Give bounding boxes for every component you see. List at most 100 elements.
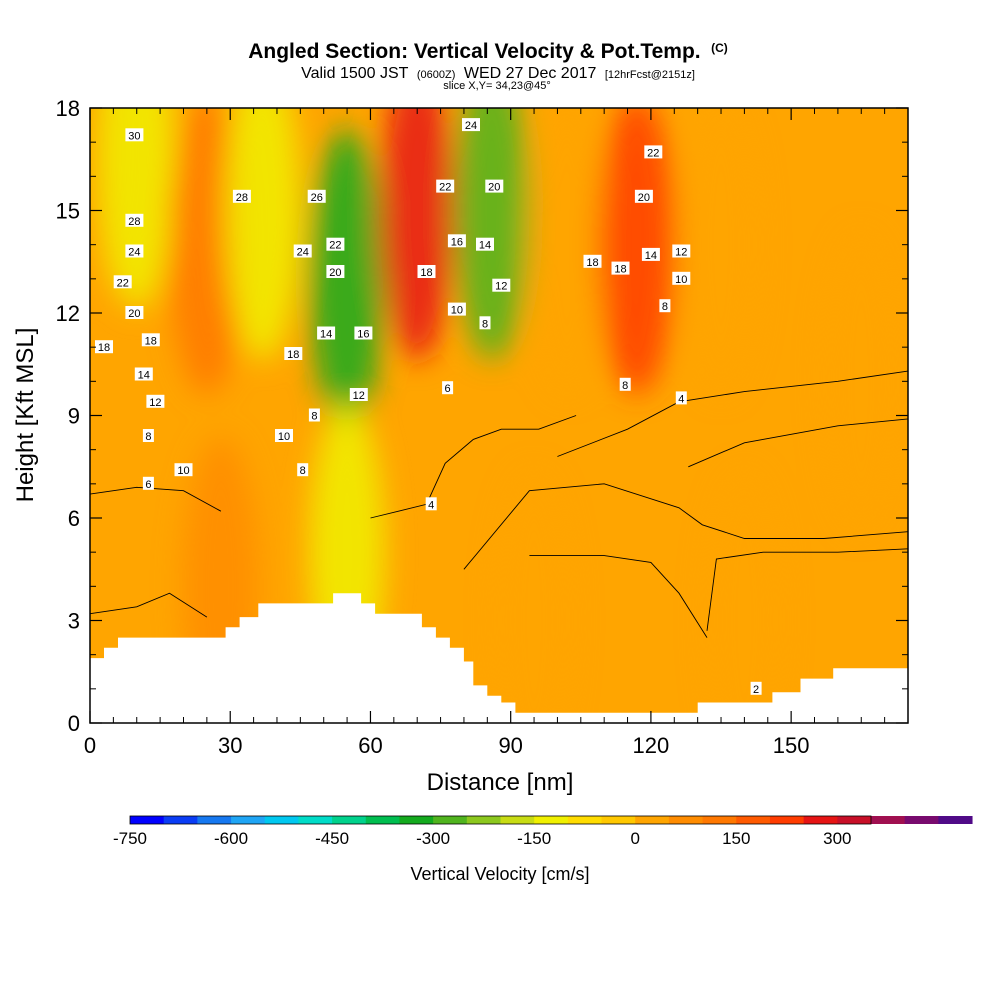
velocity-cell-13 — [496, 470, 573, 723]
svg-text:8: 8 — [311, 411, 317, 423]
svg-text:14: 14 — [479, 240, 491, 252]
theta-contour-line-1 — [90, 592, 208, 618]
colorbar-swatch-16 — [668, 816, 704, 824]
colorbar-swatch-21 — [837, 816, 872, 824]
colorbar-swatch-22 — [871, 816, 906, 824]
svg-text:22: 22 — [329, 240, 341, 252]
colorbar — [129, 815, 973, 825]
x-tick-label-4: 120 — [633, 733, 670, 758]
velocity-cell-6 — [454, 108, 530, 361]
colorbar-swatch-15 — [635, 816, 670, 824]
theta-contour-label-12: 10 — [174, 463, 193, 477]
y-tick-label-0: 0 — [68, 711, 80, 736]
x-tick-label-2: 60 — [358, 733, 382, 758]
chart-subtitle: Valid 1500 JST (0600Z) WED 27 Dec 2017 [… — [301, 65, 695, 82]
colorbar-tick-7: 300 — [823, 829, 851, 848]
colorbar-swatch-14 — [601, 816, 636, 824]
colorbar-swatch-12 — [534, 816, 569, 824]
theta-contour-label-9: 14 — [134, 367, 153, 382]
theta-contour-label-38: 18 — [611, 261, 630, 276]
svg-text:4: 4 — [678, 393, 684, 405]
colorbar-swatch-3 — [231, 816, 266, 824]
theta-contour-label-41: 10 — [672, 271, 691, 286]
colorbar-swatch-24 — [938, 816, 973, 824]
y-tick-label-2: 6 — [68, 506, 80, 531]
x-tick-label-5: 150 — [773, 733, 810, 758]
theta-contour-label-22: 10 — [275, 429, 293, 443]
slice-label: slice X,Y= 34,23@45° — [443, 80, 551, 92]
svg-text:6: 6 — [145, 479, 151, 491]
colorbar-tick-2: -450 — [315, 829, 349, 848]
svg-text:16: 16 — [357, 329, 369, 341]
theta-contour-label-25: 22 — [436, 179, 455, 194]
velocity-cell-10 — [823, 231, 900, 532]
svg-text:20: 20 — [638, 192, 650, 204]
colorbar-swatch-1 — [163, 816, 198, 824]
theta-contour-label-7: 18 — [95, 340, 113, 354]
svg-text:12: 12 — [495, 281, 507, 293]
svg-text:10: 10 — [177, 465, 189, 477]
svg-text:14: 14 — [645, 250, 657, 262]
colorbar-swatch-18 — [736, 816, 771, 824]
theta-contour-label-33: 6 — [442, 381, 454, 395]
svg-text:18: 18 — [287, 349, 299, 361]
theta-contour-label-13: 6 — [142, 476, 154, 491]
x-axis: 0 30 60 90 120 150 — [84, 108, 886, 758]
theta-contour-label-45: 2 — [750, 681, 762, 696]
svg-text:6: 6 — [445, 383, 451, 395]
svg-text:12: 12 — [353, 390, 365, 402]
theta-contour-line-4 — [706, 548, 908, 631]
theta-contour-label-42: 8 — [659, 299, 671, 313]
chart-title: Angled Section: Vertical Velocity & Pot.… — [248, 40, 728, 63]
theta-contour-label-0: 30 — [125, 128, 144, 142]
theta-contour-line-0 — [90, 486, 222, 512]
theta-contour-label-32: 8 — [479, 316, 491, 330]
theta-contour-label-40: 12 — [672, 244, 691, 259]
svg-text:28: 28 — [128, 216, 140, 228]
svg-text:8: 8 — [482, 318, 488, 330]
velocity-cell-14 — [706, 470, 783, 723]
theta-contour-label-15: 22 — [326, 237, 345, 252]
colorbar-swatch-0 — [130, 816, 165, 824]
velocity-cell-1 — [98, 108, 175, 310]
y-axis-label: Height [Kft MSL] — [12, 328, 39, 503]
svg-text:22: 22 — [647, 147, 659, 159]
theta-contour-label-39: 14 — [641, 247, 660, 262]
colorbar-swatch-11 — [500, 816, 535, 824]
y-tick-label-4: 12 — [56, 301, 80, 326]
theta-contour-label-36: 20 — [634, 189, 653, 204]
svg-text:18: 18 — [98, 342, 110, 354]
x-tick-label-1: 30 — [218, 733, 242, 758]
velocity-cell-9 — [683, 108, 760, 395]
svg-text:10: 10 — [278, 431, 290, 443]
svg-text:18: 18 — [420, 267, 432, 279]
y-tick-label-3: 9 — [68, 404, 80, 429]
svg-text:20: 20 — [128, 308, 140, 320]
theta-contour-label-19: 16 — [354, 326, 373, 341]
svg-text:10: 10 — [675, 274, 687, 286]
colorbar-swatch-23 — [904, 816, 939, 824]
colorbar-tick-3: -300 — [416, 829, 450, 848]
svg-text:24: 24 — [297, 247, 309, 259]
theta-contour-label-34: 4 — [425, 497, 437, 511]
theta-contour-label-17: 18 — [284, 347, 303, 361]
colorbar-tick-1: -600 — [214, 829, 248, 848]
theta-contour-label-27: 16 — [447, 234, 466, 248]
theta-contour-label-29: 18 — [417, 265, 436, 279]
svg-text:30: 30 — [128, 130, 140, 142]
colorbar-swatch-20 — [803, 816, 838, 824]
theta-contour-label-23: 8 — [297, 463, 309, 477]
x-tick-label-3: 90 — [498, 733, 522, 758]
colorbar-tick-5: 0 — [630, 829, 639, 848]
theta-contour-label-14: 24 — [293, 244, 312, 259]
theta-contour-label-26: 20 — [485, 179, 504, 194]
svg-text:16: 16 — [451, 236, 463, 248]
x-tick-label-0: 0 — [84, 733, 96, 758]
theta-contour-label-43: 8 — [619, 377, 631, 392]
theta-contour-label-8: 18 — [141, 333, 160, 347]
theta-contour-label-2: 26 — [307, 189, 326, 204]
theta-contour-label-16: 20 — [326, 265, 345, 279]
svg-text:2: 2 — [753, 684, 759, 696]
svg-text:18: 18 — [614, 264, 626, 276]
